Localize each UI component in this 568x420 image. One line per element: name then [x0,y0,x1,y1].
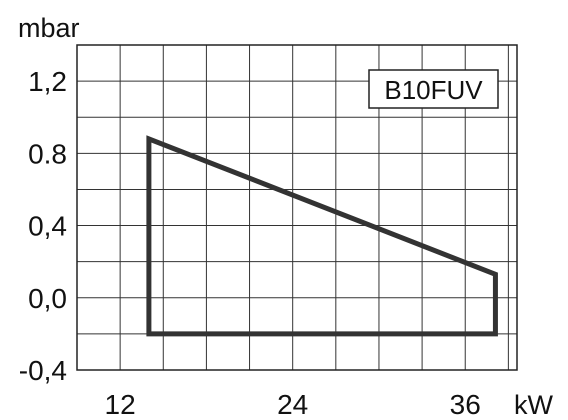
legend-box: B10FUV [368,69,499,109]
y-tick-label: 0,4 [28,211,67,242]
x-tick-label: 36 [450,389,481,420]
series-outline-0 [146,135,498,337]
series-layer [146,135,498,337]
x-tick-label: 24 [277,389,308,420]
y-tick-label: 1,2 [28,66,67,97]
y-tick-label: -0,4 [19,355,67,386]
plot-frame [76,44,518,371]
legend-rect [368,69,499,109]
x-tick-label: 12 [105,389,136,420]
legend-label: B10FUV [384,75,483,105]
y-tick-label: 0,0 [28,283,67,314]
y-tick-labels: 1,2 0.8 0,4 0,0 -0,4 [19,66,67,386]
y-axis-label: mbar [18,13,80,43]
x-tick-labels: 12 24 36 [105,389,481,420]
y-tick-label: 0.8 [28,138,67,169]
x-axis-label: kW [514,390,554,420]
